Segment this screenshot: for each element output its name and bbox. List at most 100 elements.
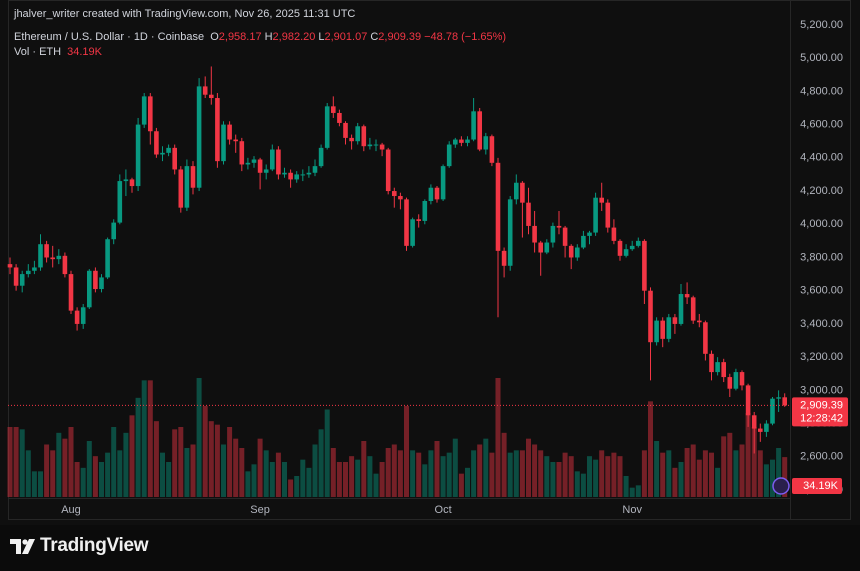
candle-body	[135, 124, 141, 187]
candle-body	[489, 136, 495, 163]
candle-body	[697, 320, 702, 323]
candle-body	[532, 225, 537, 243]
candle-body	[642, 240, 647, 291]
volume-bar	[513, 450, 519, 497]
x-tick-label: Sep	[250, 504, 270, 516]
candle-body	[678, 294, 684, 324]
volume-bar	[208, 421, 214, 497]
volume-bar	[38, 471, 43, 497]
candle-body	[593, 197, 598, 233]
volume-bar	[672, 467, 678, 497]
volume-bar	[648, 401, 653, 497]
volume-bar	[434, 441, 440, 497]
candle-body	[465, 139, 470, 143]
candle-body	[782, 397, 787, 406]
candle-body	[99, 277, 104, 290]
ohlc-key: H	[264, 31, 273, 43]
volume-bar	[306, 467, 312, 497]
candle-body	[666, 317, 672, 339]
candle-body	[520, 182, 525, 203]
candle-body	[501, 250, 507, 266]
volume-bar	[312, 444, 318, 497]
volume-bar	[550, 462, 556, 497]
volume-bar	[574, 471, 580, 497]
volume-bar	[391, 444, 397, 497]
candle-body	[215, 98, 220, 162]
candle-body	[337, 112, 342, 123]
volume-bar	[19, 429, 25, 497]
volume-bar	[233, 438, 239, 497]
candle-body	[300, 174, 306, 176]
last-price-badge	[792, 397, 848, 427]
volume-bar	[166, 462, 172, 497]
volume-bar	[763, 464, 769, 497]
candle-body	[648, 290, 653, 343]
volume-bar	[172, 429, 178, 497]
candle-body	[398, 196, 403, 200]
volume-bar	[86, 441, 92, 497]
volume-bar	[257, 438, 263, 497]
volume-bar	[111, 427, 117, 497]
candle-body	[471, 111, 476, 140]
candle-body	[575, 247, 580, 258]
volume-bar	[751, 427, 757, 497]
candle-body	[166, 147, 171, 153]
volume-bar	[336, 462, 342, 497]
volume-bar	[696, 459, 702, 497]
volume-bar	[397, 450, 403, 497]
candle-body	[428, 187, 434, 202]
volume-bar	[446, 452, 452, 497]
volume-bar	[526, 438, 531, 497]
volume-bar	[373, 473, 379, 497]
candle-body	[44, 244, 49, 258]
volume-bar	[153, 421, 159, 497]
volume-bar	[361, 441, 367, 497]
volume-bar	[458, 473, 464, 497]
y-tick-label: 4,800.00	[800, 85, 843, 97]
volume-bar	[757, 450, 763, 497]
candle-body	[654, 320, 659, 343]
candle-body	[172, 147, 177, 170]
candle-body	[32, 267, 37, 271]
candle-body	[721, 362, 726, 378]
candle-body	[123, 179, 129, 182]
volume-bar	[13, 427, 19, 497]
volume-bar	[105, 452, 111, 497]
volume-bar	[68, 427, 74, 497]
volume-bar	[288, 479, 294, 497]
volume-bar	[184, 448, 190, 497]
volume-bar	[641, 450, 647, 497]
candle-layer	[7, 66, 787, 454]
candle-body	[117, 181, 123, 223]
symbol-legend: Ethereum / U.S. Dollar · 1D · Coinbase O…	[14, 31, 509, 43]
candle-body	[251, 159, 257, 163]
volume-bar	[147, 380, 153, 497]
y-tick-label: 2,600.00	[800, 451, 843, 463]
volume-bar	[190, 444, 196, 497]
volume-bar	[715, 467, 721, 497]
y-tick-label: 3,200.00	[800, 351, 843, 363]
y-tick-label: 4,000.00	[800, 218, 843, 230]
chart-frame	[8, 0, 851, 520]
volume-bar	[605, 456, 611, 497]
volume-bar	[568, 456, 574, 497]
candle-body	[312, 166, 318, 173]
ohlc-key: O	[210, 31, 219, 43]
candle-body	[318, 147, 324, 167]
candle-body	[684, 294, 690, 298]
candle-body	[257, 159, 263, 173]
candle-body	[343, 122, 348, 138]
volume-badge-label: 34.19K	[803, 480, 839, 492]
candle-body	[636, 240, 641, 246]
candle-body	[331, 106, 336, 113]
x-tick-label: Nov	[622, 504, 642, 516]
candle-body	[13, 267, 19, 286]
volume-bar	[721, 436, 727, 497]
y-tick-label: 5,000.00	[800, 52, 843, 64]
volume-bar	[367, 456, 373, 497]
candle-body	[87, 270, 92, 308]
candle-body	[93, 270, 98, 290]
volume-bar	[587, 456, 592, 497]
volume-title: Vol · ETH	[14, 46, 62, 58]
